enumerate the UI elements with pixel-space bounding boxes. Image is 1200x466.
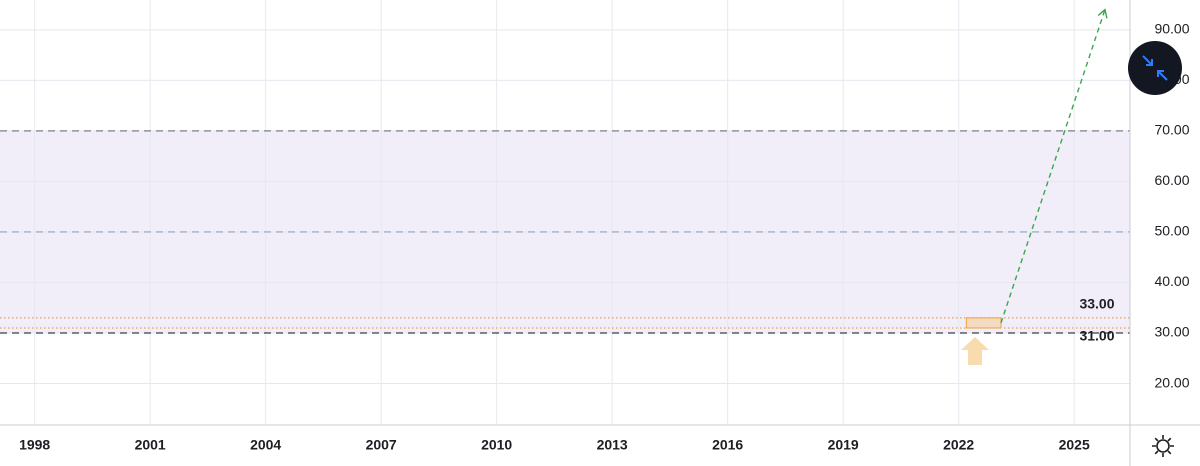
x-tick-label: 2022	[943, 437, 974, 453]
settings-button[interactable]	[1152, 435, 1174, 457]
x-tick-label: 2007	[366, 437, 397, 453]
button-circle[interactable]	[1128, 41, 1182, 95]
gear-teeth[interactable]	[1152, 435, 1174, 457]
y-tick-label: 20.00	[1154, 374, 1189, 390]
x-tick-label: 1998	[19, 437, 50, 453]
highlight-box	[965, 317, 1002, 329]
y-tick-label: 70.00	[1154, 122, 1189, 138]
x-tick-label: 2013	[597, 437, 628, 453]
gear-icon[interactable]	[1156, 439, 1170, 453]
y-tick-label: 50.00	[1154, 223, 1189, 239]
x-tick-label: 2016	[712, 437, 743, 453]
arrow-head	[1097, 8, 1108, 19]
y-tick-label: 40.00	[1154, 273, 1189, 289]
x-tick-label: 2010	[481, 437, 512, 453]
x-tick-label: 2004	[250, 437, 281, 453]
level-label: 31.00	[1079, 328, 1114, 344]
up-arrow	[961, 337, 989, 365]
y-tick-label: 60.00	[1154, 172, 1189, 188]
x-tick-label: 2019	[828, 437, 859, 453]
button-icon[interactable]	[1142, 55, 1168, 81]
y-tick-label: 90.00	[1154, 21, 1189, 37]
projection-arrow	[1000, 9, 1106, 324]
back-layer	[0, 0, 1130, 425]
x-tick-label: 2001	[135, 437, 166, 453]
level-label: 33.00	[1079, 296, 1114, 312]
y-tick-label: 30.00	[1154, 324, 1189, 340]
collapse-button[interactable]	[1128, 41, 1182, 95]
x-tick-label: 2025	[1059, 437, 1090, 453]
